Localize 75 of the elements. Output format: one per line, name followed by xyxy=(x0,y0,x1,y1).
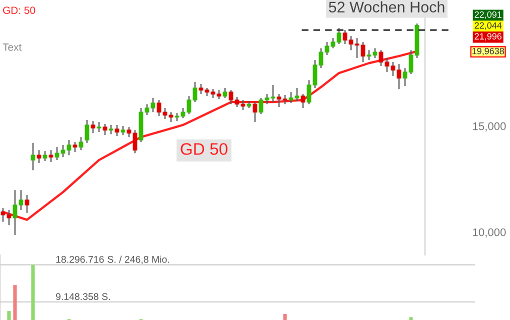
candlestick xyxy=(264,93,270,105)
candlestick xyxy=(186,95,192,115)
candlestick xyxy=(150,97,156,113)
candlestick xyxy=(408,50,414,75)
candlestick xyxy=(282,94,288,105)
text: 21,996 xyxy=(474,33,502,41)
y-tick-label: 15,000 xyxy=(473,122,506,132)
candlestick xyxy=(162,107,168,120)
ref-line-label: 52 Wochen Hoch xyxy=(328,1,444,12)
annotation: GD: 50 xyxy=(3,6,36,14)
candlestick xyxy=(354,37,360,59)
candlestick xyxy=(234,96,240,108)
candlestick xyxy=(270,84,276,103)
candlestick xyxy=(42,150,48,162)
candlestick xyxy=(300,93,306,109)
candlestick xyxy=(342,29,348,45)
candlestick xyxy=(336,27,342,45)
candlestick xyxy=(402,67,408,87)
candlestick xyxy=(168,111,174,123)
candlestick xyxy=(12,189,18,236)
series-label: GD 50 xyxy=(180,143,228,155)
candlestick xyxy=(252,101,258,123)
text: 22,044 xyxy=(474,22,502,30)
candlestick xyxy=(348,35,354,51)
candlestick xyxy=(96,121,102,133)
text: 19,9638 xyxy=(472,48,504,56)
candlestick xyxy=(0,207,6,222)
candlestick xyxy=(366,50,372,61)
candlestick xyxy=(198,83,204,95)
candlestick xyxy=(66,139,72,156)
candlestick xyxy=(60,144,66,158)
candlestick xyxy=(276,93,282,108)
candlestick xyxy=(48,150,54,163)
candlestick xyxy=(306,79,312,105)
candlestick xyxy=(258,97,264,115)
candlestick xyxy=(180,107,186,119)
candlestick xyxy=(72,141,78,153)
candlestick xyxy=(192,81,198,103)
candlestick xyxy=(378,50,384,67)
y-tick-label: 18.296.716 xyxy=(56,256,104,263)
candlestick xyxy=(222,87,228,99)
candlestick xyxy=(78,136,84,151)
y-tick-label: 10,000 xyxy=(473,228,506,238)
candlestick xyxy=(324,41,330,56)
candlestick xyxy=(144,104,150,116)
candlestick xyxy=(318,48,324,69)
candlestick xyxy=(102,123,108,136)
candlestick xyxy=(390,61,396,77)
candlestick xyxy=(126,126,132,138)
candlestick xyxy=(114,124,120,137)
text: 22,091 xyxy=(474,11,502,19)
annotation: Text xyxy=(2,44,22,51)
candlestick xyxy=(120,125,126,136)
candlestick xyxy=(240,99,246,111)
candlestick xyxy=(294,87,300,102)
candlestick xyxy=(384,57,390,73)
candlestick xyxy=(228,89,234,105)
candlestick xyxy=(30,142,36,171)
candlestick xyxy=(156,99,162,117)
candlestick xyxy=(360,41,366,63)
candlestick xyxy=(312,59,318,89)
candlestick xyxy=(108,124,114,135)
annotation: S. xyxy=(102,293,110,300)
candlestick xyxy=(396,63,402,90)
y-tick-label: 9.148.358 xyxy=(56,293,98,300)
candlestick xyxy=(372,48,378,59)
annotation: S. / 246,8 Mio. xyxy=(108,256,169,264)
candlestick xyxy=(18,189,24,211)
candlestick xyxy=(288,91,294,104)
candlestick xyxy=(24,194,30,214)
candlestick xyxy=(36,150,42,164)
candlestick xyxy=(84,119,90,144)
candlestick xyxy=(330,37,336,49)
candlestick xyxy=(90,120,96,134)
candlestick xyxy=(132,129,138,154)
